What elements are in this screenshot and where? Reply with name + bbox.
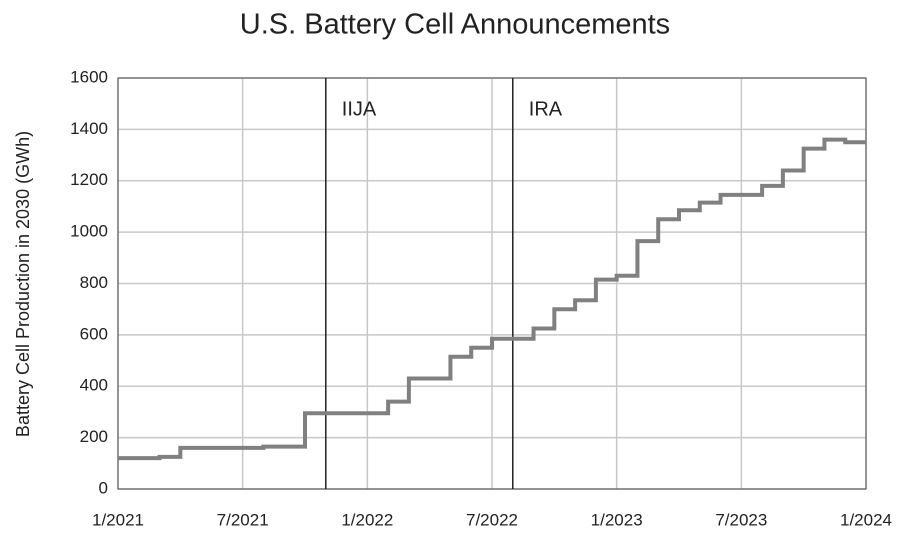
- y-tick-label: 600: [80, 324, 108, 343]
- x-tick-label: 7/2023: [715, 510, 767, 529]
- x-tick-label: 1/2021: [92, 510, 144, 529]
- chart-title: U.S. Battery Cell Announcements: [240, 9, 670, 41]
- x-tick-label: 1/2023: [591, 510, 643, 529]
- plot-frame: [117, 77, 867, 490]
- step-line: [118, 137, 866, 461]
- y-tick-label: 1400: [70, 119, 108, 138]
- y-tick-label: 1200: [70, 170, 108, 189]
- x-tick-label: 7/2022: [466, 510, 518, 529]
- annotation-label: IRA: [529, 98, 563, 120]
- x-tick-label: 1/2022: [341, 510, 393, 529]
- y-tick-label: 0: [99, 478, 108, 497]
- x-tick-label: 7/2021: [217, 510, 269, 529]
- y-tick-label: 200: [80, 427, 108, 446]
- y-tick-label: 800: [80, 273, 108, 292]
- y-tick-label: 1000: [70, 222, 108, 241]
- x-tick-label: 1/2024: [840, 510, 892, 529]
- y-tick-label: 1600: [70, 67, 108, 86]
- annotation-label: IIJA: [342, 98, 377, 120]
- y-tick-label: 400: [80, 376, 108, 395]
- y-axis-label: Battery Cell Production in 2030 (GWh): [13, 131, 33, 437]
